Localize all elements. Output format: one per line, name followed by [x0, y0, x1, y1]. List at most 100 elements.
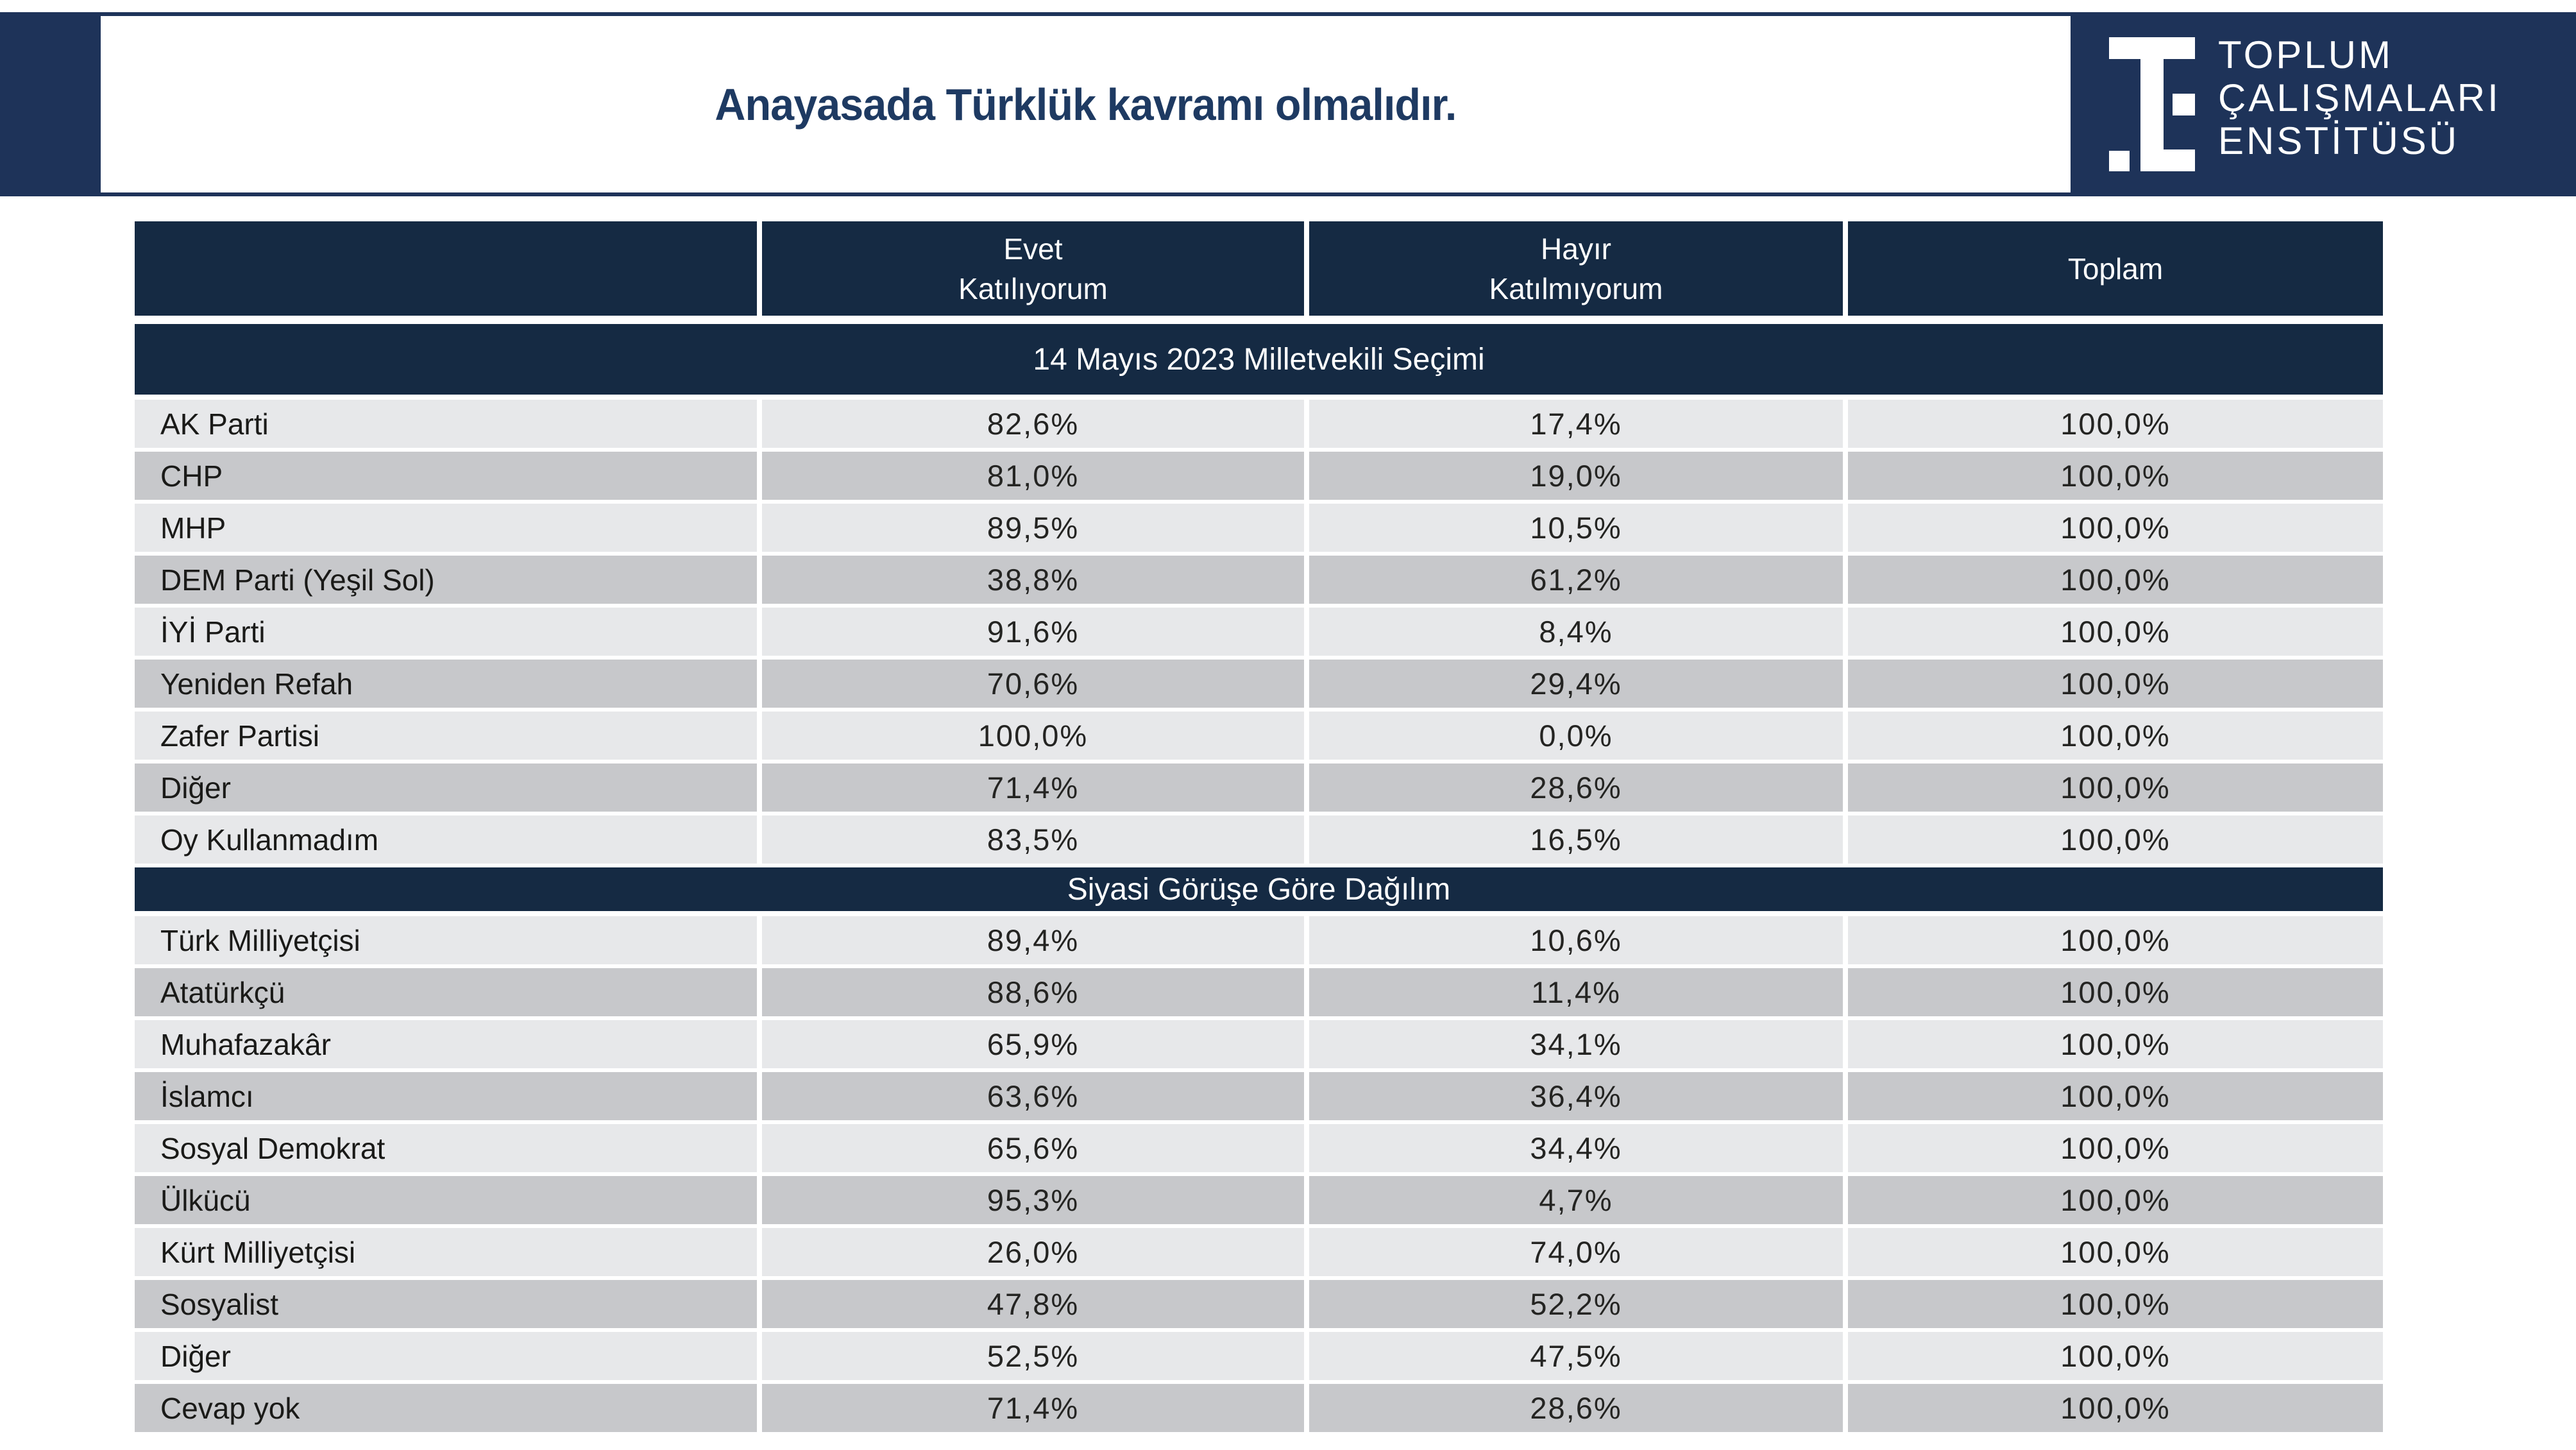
hayir-value-cell: 10,6% — [1309, 916, 1843, 964]
evet-value-cell: 89,5% — [762, 504, 1304, 552]
table-row: Zafer Partisi 100,0% 0,0% 100,0% — [135, 712, 2383, 760]
table-row: Kürt Milliyetçisi 26,0% 74,0% 100,0% — [135, 1228, 2383, 1276]
hayir-value-cell: 52,2% — [1309, 1280, 1843, 1328]
row-label-cell: CHP — [135, 452, 757, 500]
table-row: Diğer 71,4% 28,6% 100,0% — [135, 763, 2383, 812]
evet-value-cell: 82,6% — [762, 400, 1304, 448]
hayir-value-cell: 36,4% — [1309, 1072, 1843, 1120]
header-hayir-line1: Hayır — [1541, 232, 1611, 266]
table-row: Ülkücü 95,3% 4,7% 100,0% — [135, 1176, 2383, 1224]
header-hayir-cell: Hayır Katılmıyorum — [1309, 221, 1843, 316]
evet-value-cell: 89,4% — [762, 916, 1304, 964]
evet-value-cell: 65,9% — [762, 1020, 1304, 1068]
evet-value-cell: 71,4% — [762, 763, 1304, 812]
toplam-value-cell: 100,0% — [1848, 556, 2383, 604]
row-label-cell: Oy Kullanmadım — [135, 815, 757, 864]
section-header-election: 14 Mayıs 2023 Milletvekili Seçimi — [135, 324, 2383, 395]
row-label-cell: Cevap yok — [135, 1384, 757, 1432]
row-label-cell: Kürt Milliyetçisi — [135, 1228, 757, 1276]
header-evet-line1: Evet — [1003, 232, 1063, 266]
evet-value-cell: 70,6% — [762, 660, 1304, 708]
toplam-value-cell: 100,0% — [1848, 815, 2383, 864]
row-label-cell: Sosyal Demokrat — [135, 1124, 757, 1172]
toplam-value-cell: 100,0% — [1848, 1228, 2383, 1276]
table-row: Sosyalist 47,8% 52,2% 100,0% — [135, 1280, 2383, 1328]
hayir-value-cell: 61,2% — [1309, 556, 1843, 604]
row-label-cell: AK Parti — [135, 400, 757, 448]
evet-value-cell: 91,6% — [762, 608, 1304, 656]
section-political-rows: Türk Milliyetçisi 89,4% 10,6% 100,0% Ata… — [135, 916, 2383, 1432]
header-evet-cell: Evet Katılıyorum — [762, 221, 1304, 316]
evet-value-cell: 81,0% — [762, 452, 1304, 500]
table-row: AK Parti 82,6% 17,4% 100,0% — [135, 400, 2383, 448]
results-table: Evet Katılıyorum Hayır Katılmıyorum Topl… — [135, 221, 2383, 1436]
table-row: Atatürkçü 88,6% 11,4% 100,0% — [135, 968, 2383, 1016]
institute-logo: TOPLUM ÇALIŞMALARI ENSTİTÜSÜ — [2109, 33, 2501, 171]
row-label-cell: Zafer Partisi — [135, 712, 757, 760]
section-header-political-view: Siyasi Görüşe Göre Dağılım — [135, 867, 2383, 911]
row-label-cell: Atatürkçü — [135, 968, 757, 1016]
top-banner: Anayasada Türklük kavramı olmalıdır. TOP… — [0, 12, 2576, 196]
hayir-value-cell: 0,0% — [1309, 712, 1843, 760]
table-row: Cevap yok 71,4% 28,6% 100,0% — [135, 1384, 2383, 1432]
evet-value-cell: 63,6% — [762, 1072, 1304, 1120]
hayir-value-cell: 19,0% — [1309, 452, 1843, 500]
hayir-value-cell: 34,1% — [1309, 1020, 1843, 1068]
row-label-cell: Ülkücü — [135, 1176, 757, 1224]
row-label-cell: Muhafazakâr — [135, 1020, 757, 1068]
table-row: DEM Parti (Yeşil Sol) 38,8% 61,2% 100,0% — [135, 556, 2383, 604]
header-toplam-cell: Toplam — [1848, 221, 2383, 316]
hayir-value-cell: 8,4% — [1309, 608, 1843, 656]
table-row: Sosyal Demokrat 65,6% 34,4% 100,0% — [135, 1124, 2383, 1172]
evet-value-cell: 26,0% — [762, 1228, 1304, 1276]
evet-value-cell: 88,6% — [762, 968, 1304, 1016]
row-label-cell: Diğer — [135, 763, 757, 812]
table-row: İslamcı 63,6% 36,4% 100,0% — [135, 1072, 2383, 1120]
institute-logo-text: TOPLUM ÇALIŞMALARI ENSTİTÜSÜ — [2218, 33, 2501, 171]
title-box: Anayasada Türklük kavramı olmalıdır. — [101, 16, 2071, 192]
table-row: Yeniden Refah 70,6% 29,4% 100,0% — [135, 660, 2383, 708]
row-label-cell: Türk Milliyetçisi — [135, 916, 757, 964]
section-election-rows: AK Parti 82,6% 17,4% 100,0% CHP 81,0% 19… — [135, 400, 2383, 864]
evet-value-cell: 95,3% — [762, 1176, 1304, 1224]
toplam-value-cell: 100,0% — [1848, 1384, 2383, 1432]
row-label-cell: DEM Parti (Yeşil Sol) — [135, 556, 757, 604]
hayir-value-cell: 10,5% — [1309, 504, 1843, 552]
header-toplam-label: Toplam — [2067, 252, 2164, 286]
toplam-value-cell: 100,0% — [1848, 1124, 2383, 1172]
hayir-value-cell: 29,4% — [1309, 660, 1843, 708]
table-row: Diğer 52,5% 47,5% 100,0% — [135, 1332, 2383, 1380]
hayir-value-cell: 34,4% — [1309, 1124, 1843, 1172]
table-row: Oy Kullanmadım 83,5% 16,5% 100,0% — [135, 815, 2383, 864]
evet-value-cell: 38,8% — [762, 556, 1304, 604]
institute-logo-icon — [2109, 37, 2195, 171]
header-evet-line2: Katılıyorum — [958, 271, 1108, 305]
hayir-value-cell: 47,5% — [1309, 1332, 1843, 1380]
toplam-value-cell: 100,0% — [1848, 916, 2383, 964]
logo-line-3: ENSTİTÜSÜ — [2218, 119, 2460, 162]
page-title: Anayasada Türklük kavramı olmalıdır. — [715, 79, 1457, 130]
evet-value-cell: 47,8% — [762, 1280, 1304, 1328]
logo-line-1: TOPLUM — [2218, 33, 2393, 76]
hayir-value-cell: 17,4% — [1309, 400, 1843, 448]
toplam-value-cell: 100,0% — [1848, 608, 2383, 656]
evet-value-cell: 65,6% — [762, 1124, 1304, 1172]
hayir-value-cell: 11,4% — [1309, 968, 1843, 1016]
toplam-value-cell: 100,0% — [1848, 712, 2383, 760]
table-row: CHP 81,0% 19,0% 100,0% — [135, 452, 2383, 500]
toplam-value-cell: 100,0% — [1848, 763, 2383, 812]
toplam-value-cell: 100,0% — [1848, 1072, 2383, 1120]
table-header-row: Evet Katılıyorum Hayır Katılmıyorum Topl… — [135, 221, 2383, 316]
evet-value-cell: 52,5% — [762, 1332, 1304, 1380]
toplam-value-cell: 100,0% — [1848, 1280, 2383, 1328]
hayir-value-cell: 28,6% — [1309, 1384, 1843, 1432]
toplam-value-cell: 100,0% — [1848, 1020, 2383, 1068]
table-row: İYİ Parti 91,6% 8,4% 100,0% — [135, 608, 2383, 656]
toplam-value-cell: 100,0% — [1848, 504, 2383, 552]
header-hayir-line2: Katılmıyorum — [1489, 271, 1663, 305]
table-row: MHP 89,5% 10,5% 100,0% — [135, 504, 2383, 552]
row-label-cell: Sosyalist — [135, 1280, 757, 1328]
toplam-value-cell: 100,0% — [1848, 660, 2383, 708]
header-empty-cell — [135, 221, 757, 316]
evet-value-cell: 83,5% — [762, 815, 1304, 864]
